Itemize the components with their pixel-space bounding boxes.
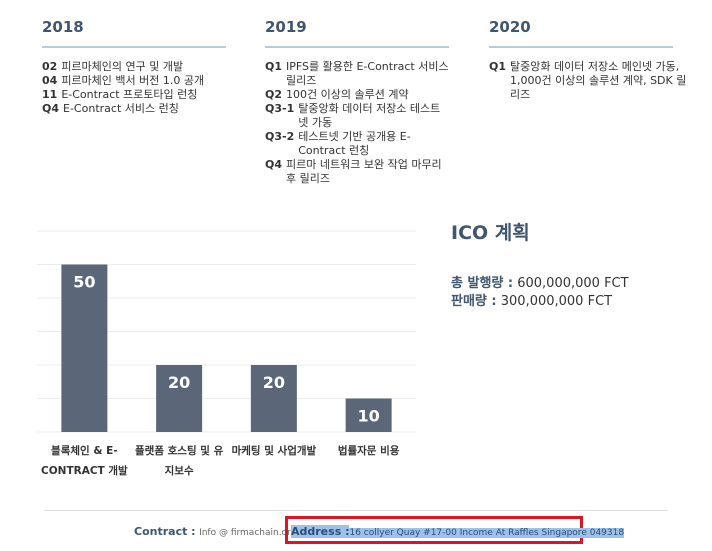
item: Q1 IPFS를 활용한 E-Contract 서비스 릴리즈 — [265, 60, 449, 88]
item-text: 탈중앙화 데이터 저장소 메인넷 가동, 1,000건 이상의 솔루션 계약, … — [510, 60, 687, 101]
item-label: Q1 — [489, 60, 507, 73]
item-label: Q4 — [42, 102, 60, 115]
ico: ICO 계획 총 발행량 : 600,000,000 FCT 판매량 : 300,… — [451, 218, 629, 311]
item-label: Q1 — [265, 60, 283, 73]
item: 04 피르마체인 백서 버전 1.0 공개 — [42, 74, 226, 88]
divider — [44, 510, 668, 511]
item: Q1 탈중앙화 데이터 저장소 메인넷 가동, 1,000건 이상의 솔루션 계약… — [489, 60, 689, 102]
items: 02 피르마체인의 연구 및 개발 04 피르마체인 백서 버전 1.0 공개 11 E-… — [42, 60, 226, 116]
bar — [250, 365, 297, 432]
ico-lines: 총 발행량 : 600,000,000 FCT 판매량 : 300,000,000… — [451, 275, 629, 311]
ico-value: 300,000,000 FCT — [500, 294, 613, 309]
timeline-column: 2020 Q1 탈중앙화 데이터 저장소 메인넷 가동, 1,000건 이상의 솔루… — [489, 18, 689, 102]
ico-line: 판매량 : 300,000,000 FCT — [451, 293, 629, 311]
item: Q3-1 탈중앙화 데이터 저장소 테스트넷 가동 — [265, 102, 449, 130]
year: 2020 — [489, 18, 673, 48]
year: 2018 — [42, 18, 226, 48]
value-label: 10 — [357, 407, 379, 426]
item-label: 11 — [42, 88, 58, 101]
value-label: 20 — [168, 373, 190, 392]
x-tick-label: 마케팅 및 사업개발 — [231, 445, 317, 457]
ico-label: 총 발행량 : — [451, 276, 514, 291]
x-tick-label: 법률자문 비용 — [337, 445, 400, 457]
year: 2019 — [265, 18, 449, 48]
value-label: 50 — [73, 273, 95, 292]
item-text: IPFS를 활용한 E-Contract 서비스 릴리즈 — [286, 60, 449, 87]
ico-line: 총 발행량 : 600,000,000 FCT — [451, 275, 629, 293]
item-text: 탈중앙화 데이터 저장소 테스트넷 가동 — [298, 102, 441, 129]
contract-value: Info @ firmachain.org — [199, 528, 297, 538]
item-text: E-Contract 서비스 런칭 — [63, 102, 179, 115]
item-label: 04 — [42, 74, 58, 87]
item-label: Q3-1 — [265, 102, 295, 115]
timeline-column: 2018 02 피르마체인의 연구 및 개발 04 피르마체인 백서 버전 1.0 공개… — [42, 18, 226, 116]
item-label: Q4 — [265, 158, 283, 171]
item: Q3-2 테스트넷 기반 공개용 E-Contract 런칭 — [265, 130, 449, 158]
timeline-column: 2019 Q1 IPFS를 활용한 E-Contract 서비스 릴리즈 Q2 100건… — [265, 18, 449, 186]
item: Q2 100건 이상의 솔루션 계약 — [265, 88, 449, 102]
footer-contract: Contract : Info @ firmachain.org — [134, 525, 296, 538]
x-tick-label: 플랫폼 호스팅 및 유지보수 — [135, 445, 224, 477]
item: 02 피르마체인의 연구 및 개발 — [42, 60, 226, 74]
contract-label: Contract : — [134, 525, 196, 538]
item-text: E-Contract 프로토타입 런칭 — [61, 88, 198, 101]
item-text: 테스트넷 기반 공개용 E-Contract 런칭 — [298, 130, 411, 157]
item-label: Q3-2 — [265, 130, 295, 143]
bar — [156, 365, 203, 432]
item-text: 피르마체인의 연구 및 개발 — [61, 60, 184, 73]
address-value: 16 collyer Quay #17-00 Income At Raffles… — [349, 528, 625, 538]
bar — [345, 398, 392, 432]
ico-value: 600,000,000 FCT — [517, 276, 629, 291]
ico-label: 판매량 : — [451, 294, 497, 309]
item: Q4 피르마 네트워크 보완 작업 마무리 후 릴리즈 — [265, 158, 449, 186]
value-label: 20 — [263, 373, 285, 392]
footer-address: Address :16 collyer Quay #17-00 Income A… — [291, 525, 625, 538]
item: Q4 E-Contract 서비스 런칭 — [42, 102, 226, 116]
item-label: 02 — [42, 60, 58, 73]
items: Q1 탈중앙화 데이터 저장소 메인넷 가동, 1,000건 이상의 솔루션 계약… — [489, 60, 689, 102]
x-tick-label: 블록체인 & E-CONTRACT 개발 — [41, 445, 128, 477]
item-text: 피르마체인 백서 버전 1.0 공개 — [61, 74, 205, 87]
item-text: 피르마 네트워크 보완 작업 마무리 후 릴리즈 — [286, 158, 442, 185]
address-label: Address : — [291, 525, 350, 538]
item-text: 100건 이상의 솔루션 계약 — [286, 88, 409, 101]
ico-title: ICO 계획 — [451, 222, 530, 244]
bar — [61, 264, 108, 432]
item: 11 E-Contract 프로토타입 런칭 — [42, 88, 226, 102]
items: Q1 IPFS를 활용한 E-Contract 서비스 릴리즈 Q2 100건 이상의… — [265, 60, 449, 186]
item-label: Q2 — [265, 88, 283, 101]
